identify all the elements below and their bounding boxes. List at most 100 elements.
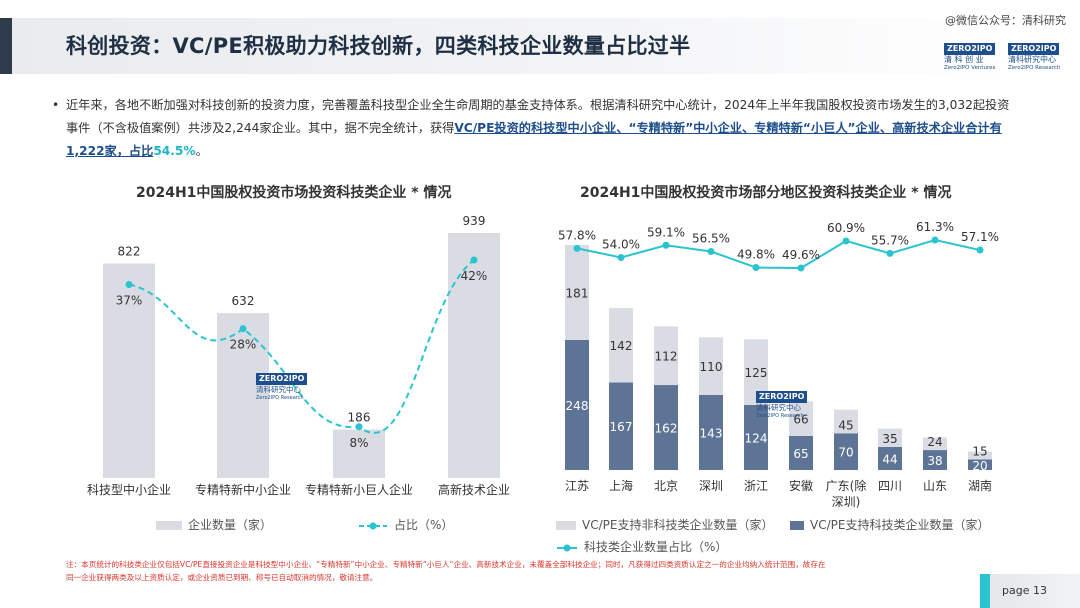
title-accent-bar [0, 18, 12, 74]
right-share-label: 56.5% [692, 231, 730, 245]
logo-badge: ZERO2IPO [1008, 43, 1060, 55]
right-bar-nontech-value-label: 125 [745, 366, 768, 380]
page-tag-stripe [980, 574, 990, 608]
right-x-tick-label: 广东(除 [826, 478, 867, 493]
left-share-line [128, 259, 475, 434]
right-legend-tech: VC/PE支持科技类企业数量（家） [790, 516, 989, 533]
left-share-label: 8% [349, 436, 368, 450]
right-x-tick-label: 深圳 [699, 479, 723, 493]
right-share-label: 55.7% [871, 233, 909, 247]
right-share-label: 61.3% [916, 220, 954, 234]
legend-swatch-line [557, 544, 577, 551]
right-bar-tech-1 [609, 382, 633, 470]
right-bar-tech-2 [654, 385, 678, 470]
title-band [12, 18, 1012, 74]
left-x-tick-label: 科技型中小企业 [87, 482, 171, 497]
right-bar-nontech-8 [923, 437, 947, 451]
right-share-point-6 [842, 237, 850, 245]
left-chart-title: 2024H1中国股权投资市场投资科技类企业 * 情况 [136, 185, 452, 201]
right-x-tick-label: 上海 [609, 478, 633, 493]
watermark-text: @微信公众号：清科研究 [945, 14, 1066, 27]
right-bar-nontech-value-label: 66 [793, 413, 808, 427]
right-bar-nontech-5 [789, 401, 813, 436]
right-share-label: 59.1% [647, 225, 685, 239]
right-bar-nontech-7 [878, 428, 902, 447]
right-bar-tech-0 [565, 339, 589, 470]
left-share-point-1 [239, 325, 247, 333]
intro-text: 近年来，各地不断加强对科技创新的投资力度，完善覆盖科技型企业全生命周期的基金支持… [66, 98, 1010, 135]
right-bar-nontech-value-label: 35 [882, 432, 897, 446]
legend-label: 占比（%） [394, 518, 454, 532]
left-bar-0 [103, 263, 155, 478]
legend-swatch-light [156, 521, 182, 530]
right-bar-nontech-0 [565, 245, 589, 340]
right-bar-tech-7 [878, 446, 902, 470]
right-share-point-0 [573, 244, 581, 252]
right-legend-share: 科技类企业数量占比（%） [556, 538, 727, 555]
right-x-tick-label: 四川 [878, 479, 902, 493]
left-share-point-2 [355, 423, 363, 431]
right-share-label: 60.9% [827, 221, 865, 235]
page-number: page 13 [1002, 584, 1047, 597]
page-title: 科创投资：VC/PE积极助力科技创新，四类科技企业数量占比过半 [66, 34, 691, 58]
right-share-point-2 [662, 241, 670, 249]
legend-label: 企业数量（家） [188, 518, 273, 532]
left-share-label: 42% [461, 269, 488, 283]
left-bar-value-label: 939 [463, 214, 486, 228]
right-x-tick-label: 北京 [654, 479, 678, 493]
right-x-tick-label: 浙江 [744, 479, 768, 493]
right-bar-tech-3 [699, 395, 723, 470]
page-number-tag: page 13 [980, 574, 1080, 608]
logo-badge: ZERO2IPO [944, 43, 996, 55]
left-chart-watermark-logo: ZERO2IPO 清科研究中心 Zero2IPO Research [256, 366, 312, 403]
right-share-label: 57.8% [558, 228, 596, 242]
right-bar-tech-value-label: 248 [566, 399, 589, 413]
right-bar-tech-value-label: 38 [927, 454, 942, 468]
footnote: 注：本页统计的科技类企业仅包括VC/PE直接投资企业是科技型中小企业、“专精特新… [66, 560, 826, 582]
right-bar-tech-6 [834, 433, 858, 470]
left-share-point-0 [125, 281, 133, 289]
legend-label: VC/PE支持科技类企业数量（家） [810, 518, 990, 532]
left-x-tick-label: 专精特新中小企业 [195, 482, 291, 497]
left-legend-bar: 企业数量（家） [156, 516, 272, 533]
zero2ipo-research-logo: ZERO2IPO 清科研究中心 Zero2IPO Research [1008, 36, 1070, 71]
right-bar-tech-value-label: 20 [972, 459, 987, 473]
right-bar-tech-value-label: 124 [745, 431, 768, 445]
right-bar-tech-4 [744, 404, 768, 470]
left-x-tick-label: 高新技术企业 [438, 482, 510, 497]
left-share-label: 37% [116, 294, 143, 308]
right-bar-nontech-1 [609, 307, 633, 383]
right-share-point-4 [752, 264, 760, 272]
right-bar-tech-9 [968, 459, 992, 470]
zero2ipo-ventures-logo: ZERO2IPO 清 科 创 业 Zero2IPO Ventures [944, 36, 996, 71]
right-bar-tech-value-label: 143 [700, 427, 723, 441]
right-bar-tech-value-label: 44 [882, 452, 897, 466]
right-bar-nontech-value-label: 142 [610, 339, 633, 353]
right-x-tick-label: 安徽 [789, 478, 813, 493]
right-share-line [576, 238, 981, 270]
right-bar-nontech-value-label: 112 [655, 350, 678, 364]
right-share-point-8 [931, 236, 939, 244]
right-x-tick-label: 湖南 [968, 478, 992, 493]
left-bar-3 [448, 233, 500, 478]
left-x-tick-label: 专精特新小巨人企业 [305, 482, 413, 497]
left-share-point-3 [470, 256, 478, 264]
right-bar-nontech-9 [968, 451, 992, 460]
right-x-tick-label: 江苏 [565, 479, 589, 493]
logo-subtext: Zero2IPO Ventures [944, 65, 996, 71]
legend-label: VC/PE支持非科技类企业数量（家） [582, 518, 774, 532]
right-share-point-5 [797, 264, 805, 272]
right-bar-nontech-6 [834, 409, 858, 434]
left-bar-2 [333, 429, 385, 478]
logo-text: 清科研究中心 [756, 403, 801, 412]
logo-badge: ZERO2IPO [756, 391, 808, 403]
logo-text: 清科研究中心 [1008, 55, 1056, 64]
legend-swatch-dashed-line [359, 522, 387, 529]
right-bar-nontech-value-label: 110 [700, 360, 723, 374]
right-share-point-9 [976, 246, 984, 254]
legend-swatch-dark [790, 521, 804, 530]
right-bar-nontech-value-label: 45 [838, 418, 853, 432]
intro-paragraph: • 近年来，各地不断加强对科技创新的投资力度，完善覆盖科技型企业全生命周期的基金… [52, 94, 1016, 163]
legend-swatch-light [556, 521, 576, 530]
